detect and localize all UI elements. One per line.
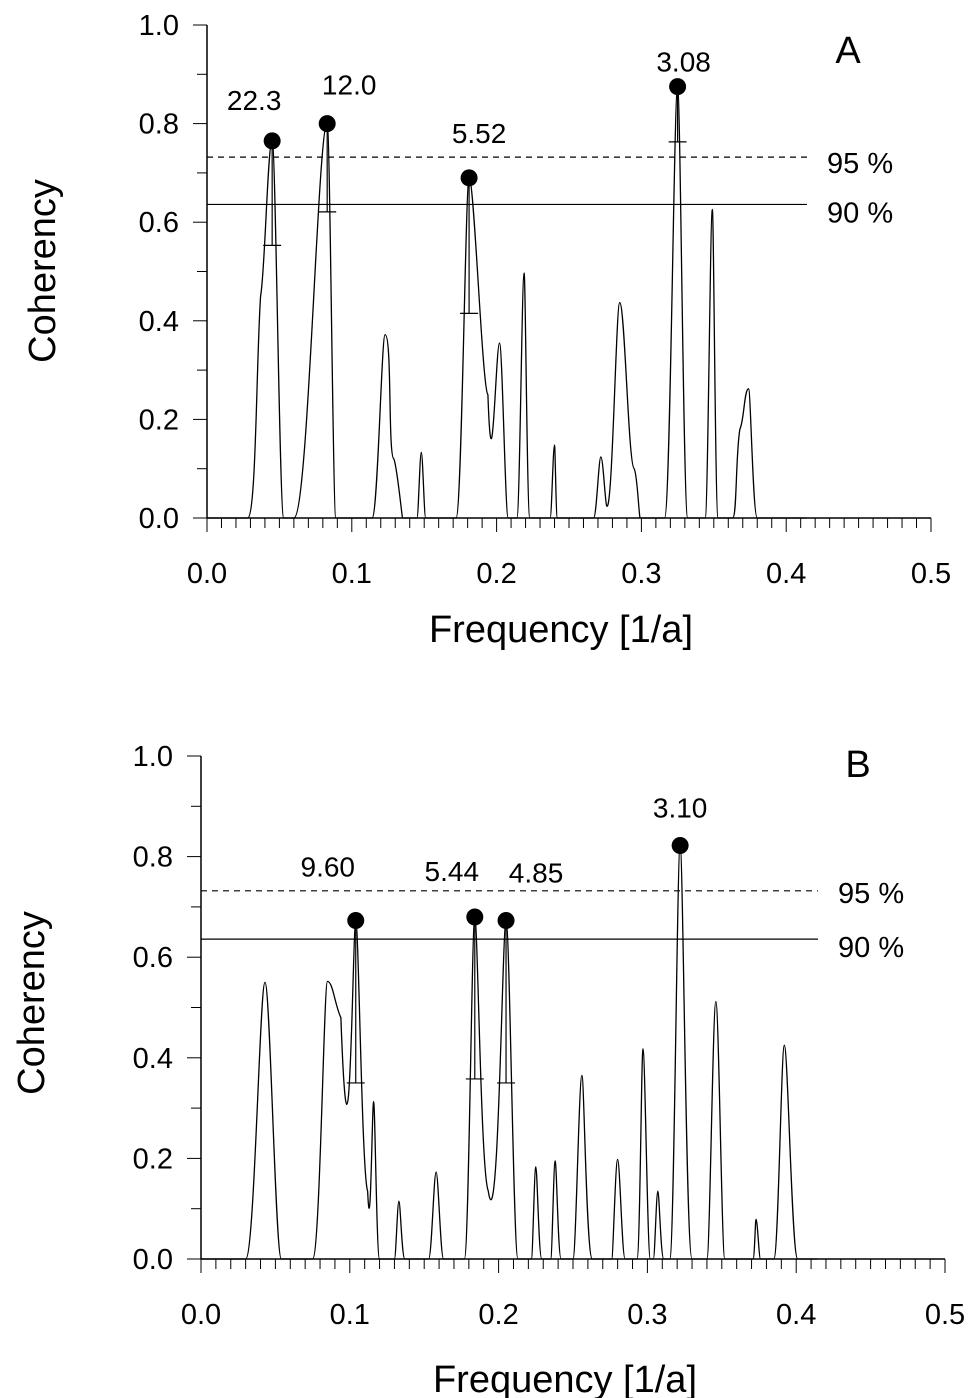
peak-label: 5.52 bbox=[452, 118, 507, 149]
panel-letter: B bbox=[845, 744, 870, 786]
x-tick-label: 0.2 bbox=[476, 558, 516, 590]
threshold-label: 95 % bbox=[827, 148, 893, 180]
coherency-curve bbox=[207, 85, 807, 519]
x-tick-label: 0.2 bbox=[478, 1299, 518, 1331]
peak-marker bbox=[466, 908, 484, 926]
x-tick-label: 0.3 bbox=[621, 558, 661, 590]
peak-marker bbox=[671, 837, 689, 855]
threshold-label: 90 % bbox=[827, 197, 893, 229]
y-tick-label: 0.0 bbox=[139, 503, 179, 535]
chart-panel-b: 0.0 0.1 0.2 0.3 0.4 0.5 0.0 0.2 0.4 0.6 0.8 1.0 Freq… bbox=[11, 741, 965, 1398]
y-axis-label: Coherency bbox=[22, 179, 64, 363]
y-axis-label: Coherency bbox=[11, 911, 53, 1095]
peak-label: 3.08 bbox=[656, 47, 711, 78]
y-tick-label: 0.2 bbox=[139, 404, 179, 436]
x-axis-label: Frequency [1/a] bbox=[429, 609, 693, 651]
y-tick-label: 0.4 bbox=[139, 306, 179, 338]
y-tick-label: 1.0 bbox=[133, 741, 173, 773]
y-tick-label: 0.2 bbox=[133, 1143, 173, 1175]
x-tick-label: 0.1 bbox=[332, 558, 372, 590]
y-tick-label: 0.4 bbox=[133, 1043, 173, 1075]
x-tick-label: 0.0 bbox=[181, 1299, 221, 1331]
peak-label: 9.60 bbox=[301, 851, 356, 882]
peak-marker bbox=[318, 115, 336, 133]
y-tick-label: 0.8 bbox=[133, 842, 173, 874]
y-tick-label: 0.6 bbox=[139, 207, 179, 239]
x-tick-label: 0.4 bbox=[776, 1299, 816, 1331]
x-tick-label: 0.4 bbox=[766, 558, 806, 590]
peak-marker bbox=[497, 911, 515, 929]
peak-marker bbox=[460, 169, 478, 187]
peak-label: 4.85 bbox=[509, 857, 564, 888]
x-tick-label: 0.5 bbox=[925, 1299, 965, 1331]
y-tick-label: 1.0 bbox=[139, 10, 179, 42]
peak-label: 5.44 bbox=[425, 856, 480, 887]
x-tick-label: 0.3 bbox=[627, 1299, 667, 1331]
coherency-curve bbox=[201, 844, 818, 1260]
peak-marker bbox=[263, 132, 281, 150]
x-tick-label: 0.5 bbox=[911, 558, 951, 590]
peak-label: 22.3 bbox=[227, 85, 282, 116]
threshold-label: 90 % bbox=[838, 932, 904, 964]
panel-letter: A bbox=[835, 30, 861, 72]
y-tick-label: 0.6 bbox=[133, 942, 173, 974]
chart-panel-a: 0.0 0.1 0.2 0.3 0.4 0.5 0.0 0.2 0.4 0.6 0.8 1.0 Freq… bbox=[22, 10, 951, 651]
peak-label: 12.0 bbox=[322, 70, 377, 101]
peak-marker bbox=[347, 911, 365, 929]
y-tick-label: 0.8 bbox=[139, 109, 179, 141]
threshold-label: 95 % bbox=[838, 878, 904, 910]
peak-marker bbox=[669, 78, 687, 96]
x-tick-label: 0.1 bbox=[330, 1299, 370, 1331]
peak-label: 3.10 bbox=[653, 793, 708, 824]
x-tick-label: 0.0 bbox=[187, 558, 227, 590]
y-tick-label: 0.0 bbox=[133, 1244, 173, 1276]
x-axis-label: Frequency [1/a] bbox=[433, 1359, 697, 1398]
